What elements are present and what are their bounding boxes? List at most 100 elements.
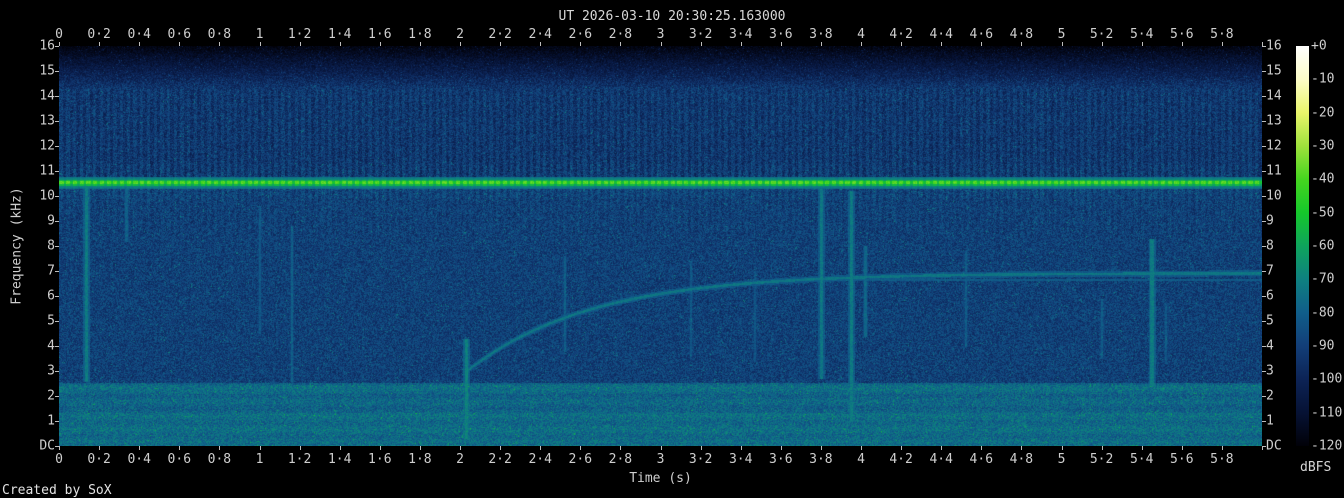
y-tick	[1262, 421, 1266, 422]
y-tick	[1262, 71, 1266, 72]
y-tick	[1262, 321, 1266, 322]
db-tick-label: -30	[1311, 138, 1335, 154]
x-tick-label: 4·8	[1009, 452, 1034, 467]
x-tick-label: 0·2	[87, 452, 111, 467]
plot-title: UT 2026-03-10 20:30:25.163000	[558, 9, 786, 24]
x-tick-label: 0·8	[207, 452, 232, 467]
x-tick	[740, 42, 742, 46]
y-tick	[1262, 446, 1266, 447]
y-tick-label: 7	[47, 263, 55, 279]
y-tick	[1262, 121, 1266, 122]
y-tick-label: 3	[47, 363, 55, 379]
y-tick	[1262, 246, 1266, 247]
x-tick	[780, 446, 782, 450]
x-tick	[740, 446, 742, 450]
y-tick-label: DC	[39, 438, 55, 454]
y-tick-label: 7	[1266, 263, 1274, 279]
x-tick-label: 5·6	[1170, 27, 1194, 42]
x-tick	[901, 446, 903, 450]
x-tick	[861, 446, 862, 450]
y-tick-label: DC	[1266, 438, 1282, 454]
x-tick-label: 5·6	[1170, 452, 1194, 467]
y-tick	[1262, 221, 1266, 222]
y-tick	[55, 246, 59, 247]
x-tick-label: 1·8	[408, 27, 432, 42]
x-tick-label: 4	[857, 452, 865, 467]
y-tick	[55, 196, 59, 197]
x-tick-label: 4·4	[929, 27, 953, 42]
x-tick-label: 2·8	[608, 27, 633, 42]
x-tick	[981, 446, 983, 450]
x-tick	[1141, 42, 1143, 46]
y-tick	[1262, 171, 1266, 172]
x-tick-label: 3·2	[688, 452, 713, 467]
x-tick	[1101, 446, 1103, 450]
x-tick-label: 1·4	[327, 452, 352, 467]
x-tick-label: 0·4	[127, 27, 151, 42]
y-tick-label: 15	[39, 63, 55, 79]
x-tick-label: 3·8	[809, 452, 833, 467]
x-tick	[419, 446, 421, 450]
x-tick-label: 4·8	[1009, 27, 1034, 42]
x-tick	[339, 446, 341, 450]
colorbar	[1296, 46, 1309, 446]
x-tick	[259, 42, 261, 46]
x-tick	[299, 446, 301, 450]
x-tick-label: 5·2	[1089, 452, 1114, 467]
x-tick	[620, 42, 622, 46]
y-tick-label: 12	[1266, 138, 1282, 154]
x-tick	[219, 446, 221, 450]
x-tick-label: 2	[456, 452, 464, 467]
y-tick	[55, 146, 59, 147]
x-tick	[1021, 42, 1023, 46]
y-tick-label: 4	[47, 338, 55, 354]
db-tick-label: +0	[1311, 38, 1327, 54]
x-tick	[700, 446, 702, 450]
x-tick	[59, 446, 60, 450]
y-tick-label: 1	[47, 413, 55, 429]
y-tick	[55, 121, 59, 122]
y-tick-label: 5	[1266, 313, 1274, 329]
x-tick	[981, 42, 983, 46]
x-tick-label: 0·6	[167, 452, 192, 467]
db-tick-label: -40	[1311, 171, 1335, 187]
x-tick-label: 3·4	[728, 452, 753, 467]
y-tick	[55, 96, 59, 97]
x-tick	[379, 42, 381, 46]
credit-label: Created by SoX	[2, 483, 112, 498]
x-tick-label: 5·2	[1089, 27, 1114, 42]
x-tick	[1101, 42, 1103, 46]
x-tick-label: 2·4	[528, 452, 552, 467]
x-tick	[700, 42, 702, 46]
x-tick	[299, 42, 301, 46]
x-tick	[419, 42, 421, 46]
x-tick-label: 1·2	[287, 27, 312, 42]
y-tick-label: 2	[1266, 388, 1274, 404]
x-tick	[660, 42, 662, 46]
x-tick	[1262, 42, 1263, 46]
y-tick-label: 9	[1266, 213, 1274, 229]
x-tick	[780, 42, 782, 46]
x-tick	[1181, 42, 1183, 46]
y-tick	[1262, 271, 1266, 272]
x-tick-label: 1·8	[408, 452, 432, 467]
spectrogram-canvas	[59, 46, 1262, 446]
x-tick-label: 2·4	[528, 27, 552, 42]
x-tick	[540, 446, 542, 450]
y-tick-label: 9	[47, 213, 55, 229]
x-tick-label: 0	[55, 452, 63, 467]
x-tick-label: 2·6	[568, 27, 593, 42]
x-tick-label: 0·8	[207, 27, 232, 42]
y-tick-label: 16	[1266, 38, 1282, 54]
y-tick	[55, 221, 59, 222]
y-tick-label: 11	[39, 163, 55, 179]
x-tick	[941, 42, 943, 46]
x-tick	[580, 446, 582, 450]
x-tick	[379, 446, 381, 450]
y-tick-label: 6	[47, 288, 55, 304]
x-tick	[460, 446, 461, 450]
x-axis-title: Time (s)	[629, 471, 692, 486]
db-tick-label: -50	[1311, 205, 1335, 221]
x-tick	[500, 42, 502, 46]
y-tick-label: 11	[1266, 163, 1282, 179]
